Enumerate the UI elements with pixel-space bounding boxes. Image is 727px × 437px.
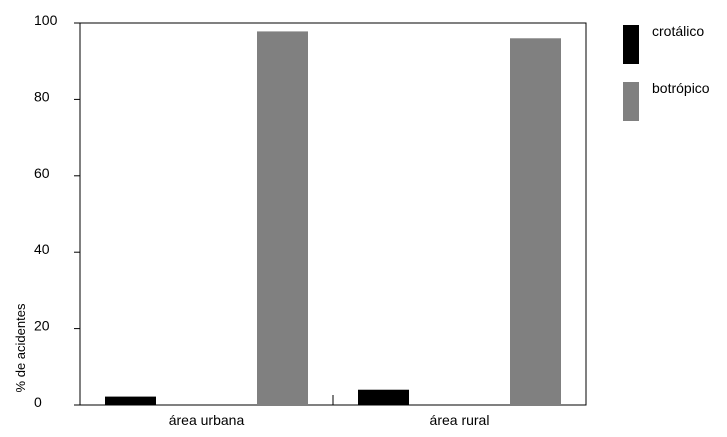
bar-crotalico (358, 389, 409, 405)
y-tick-label: 20 (34, 318, 50, 334)
legend-swatch (623, 82, 639, 121)
y-axis-label: % de acidentes (13, 303, 28, 392)
y-tick-label: 100 (34, 12, 58, 28)
y-tick-label: 80 (34, 88, 50, 104)
y-tick-label: 0 (34, 394, 42, 410)
bar-botropico (510, 38, 561, 405)
y-tick-label: 40 (34, 241, 50, 257)
bar-botropico (257, 31, 308, 406)
x-tick-label: área rural (430, 412, 490, 428)
y-tick-label: 60 (34, 165, 50, 181)
x-tick-label: área urbana (169, 412, 245, 428)
bar-crotalico (105, 396, 156, 405)
legend-swatch (623, 25, 639, 64)
legend-label: crotálico (652, 23, 704, 39)
legend-label: botrópico (652, 80, 710, 96)
